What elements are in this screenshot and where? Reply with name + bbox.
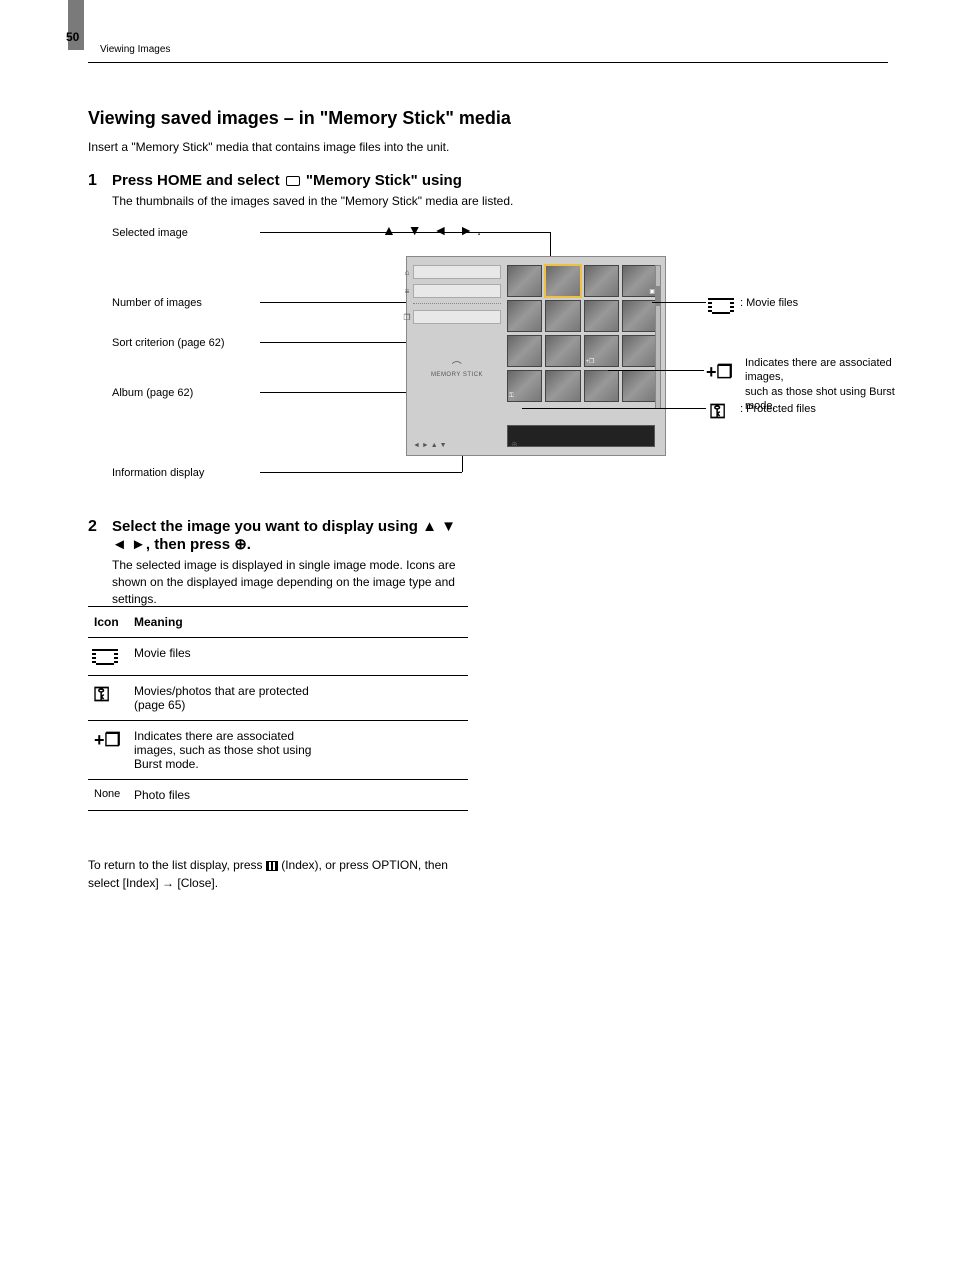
leader-info <box>260 472 462 473</box>
key-icon: ⚿ <box>710 405 725 419</box>
table-meaning-key: Movies/photos that are protected (page 6… <box>128 676 468 721</box>
thumb <box>507 265 542 297</box>
step2-number: 2 <box>88 518 97 536</box>
album-plus-icon: +❐ <box>94 730 121 751</box>
shot-dot-hint: ⊕ <box>511 440 518 449</box>
overlay-album-line1: Indicates there are associated images, <box>745 357 892 383</box>
table-meaning-film: Movie files <box>128 638 468 676</box>
shot-info-bar <box>507 425 655 447</box>
step1-text: Press HOME and select "Memory Stick" usi… <box>112 172 462 189</box>
table-key-line1: Movies/photos that are protected <box>134 684 309 698</box>
leader-key <box>522 408 706 409</box>
index-icon <box>266 861 278 871</box>
running-head: Viewing Images <box>100 44 170 55</box>
table-icon-none: None <box>88 780 128 811</box>
overlay-key-label: : Protected files <box>740 402 816 416</box>
shot-left-panel: ⌂ ≡ ❐ ⌒ MEMORY STICK <box>413 265 501 378</box>
shot-dotted-sep <box>413 303 501 304</box>
thumb <box>545 335 580 367</box>
leader-sort <box>260 342 420 343</box>
thumb <box>545 370 580 402</box>
leader-film <box>652 302 706 303</box>
page-number: 50 <box>66 30 79 44</box>
step1-media: "Memory Stick" <box>306 172 418 189</box>
thumb-selected <box>545 265 580 297</box>
film-icon <box>710 298 732 314</box>
arrow-keys-hint: ▲ ▼ ◄ ►. <box>382 222 485 238</box>
thumbnail-grid: ▣ +❐ ⚿ <box>507 265 657 402</box>
film-icon <box>94 649 116 665</box>
thumb: ⚿ <box>507 370 542 402</box>
overlay-film-label: : Movie files <box>740 296 798 310</box>
top-rule <box>88 62 888 63</box>
thumb <box>584 265 619 297</box>
thumb <box>545 300 580 332</box>
ms-logo-text: MEMORY STICK <box>431 372 483 378</box>
table-meaning-none: Photo files <box>128 780 468 811</box>
table-icon-key: ⚿ <box>88 676 128 721</box>
overlay-key-icon: ⚿ <box>710 398 725 424</box>
icon-meaning-table: Icon Meaning Movie files ⚿ Movies/photos… <box>88 606 468 811</box>
return-note: To return to the list display, press (In… <box>88 856 468 892</box>
memory-stick-icon <box>286 176 300 186</box>
key-icon: ⚿ <box>94 688 109 702</box>
table-meaning-album: Indicates there are associated images, s… <box>128 721 468 780</box>
arrow-icon: → <box>162 876 174 890</box>
thumb <box>622 300 657 332</box>
leader-album-r <box>608 370 704 371</box>
thumb <box>622 335 657 367</box>
thumb: +❐ <box>584 335 619 367</box>
album-plus-icon: +❐ <box>706 362 733 383</box>
count-icon: ⌂ <box>402 267 412 277</box>
table-album-line2: images, such as those shot using <box>134 743 311 757</box>
table-key-line2: (page 65) <box>134 698 185 712</box>
return-prefix: To return to the list display, press <box>88 858 266 872</box>
step2-subtext: The selected image is displayed in singl… <box>112 557 472 607</box>
overlay-album-icon: +❐ <box>706 358 733 384</box>
leader-selected <box>260 232 550 233</box>
overlay-film-icon <box>710 292 732 318</box>
table-icon-film <box>88 638 128 676</box>
album-mini-icon: ❐ <box>402 312 412 322</box>
callout-number-images: Number of images <box>112 296 202 310</box>
step1-prefix: Press HOME and select <box>112 172 284 189</box>
step2-text: Select the image you want to display usi… <box>112 518 472 553</box>
ms-arc-icon: ⌒ <box>413 364 501 372</box>
callout-album: Album (page 62) <box>112 386 193 400</box>
scrollbar-knob <box>656 286 660 306</box>
table-header-icon: Icon <box>88 607 128 638</box>
callout-info: Information display <box>112 466 204 480</box>
thumb <box>584 300 619 332</box>
shot-field-count: ⌂ <box>413 265 501 279</box>
table-album-line1: Indicates there are associated <box>134 729 294 743</box>
shot-nav-hint: ◄ ► ▲ ▼ <box>413 442 447 449</box>
thumb-key-mark: ⚿ <box>509 393 514 400</box>
thumb: ▣ <box>622 265 657 297</box>
return-suffix: [Close]. <box>177 876 218 890</box>
table-icon-album: +❐ <box>88 721 128 780</box>
thumb <box>507 300 542 332</box>
thumb-album-mark: +❐ <box>586 358 595 365</box>
shot-scrollbar <box>655 265 661 409</box>
thumb <box>507 335 542 367</box>
section-title: Viewing saved images – in "Memory Stick"… <box>88 108 511 129</box>
sort-icon: ≡ <box>402 286 412 296</box>
shot-field-album: ❐ <box>413 310 501 324</box>
step1-subtext: The thumbnails of the images saved in th… <box>112 194 513 208</box>
step1-suffix: using <box>422 172 462 189</box>
leader-number <box>260 302 412 303</box>
callout-selected-image: Selected image <box>112 226 188 240</box>
table-header-meaning: Meaning <box>128 607 468 638</box>
thumb <box>622 370 657 402</box>
table-album-line3: Burst mode. <box>134 757 199 771</box>
thumb <box>584 370 619 402</box>
shot-field-sort: ≡ <box>413 284 501 298</box>
step1-number: 1 <box>88 172 97 190</box>
callout-sort: Sort criterion (page 62) <box>112 336 262 350</box>
prereq-note: Insert a "Memory Stick" media that conta… <box>88 140 449 154</box>
memory-stick-logo: ⌒ MEMORY STICK <box>413 364 501 378</box>
thumbnail-list-screenshot: ⌂ ≡ ❐ ⌒ MEMORY STICK ▣ +❐ ⚿ <box>406 256 666 456</box>
